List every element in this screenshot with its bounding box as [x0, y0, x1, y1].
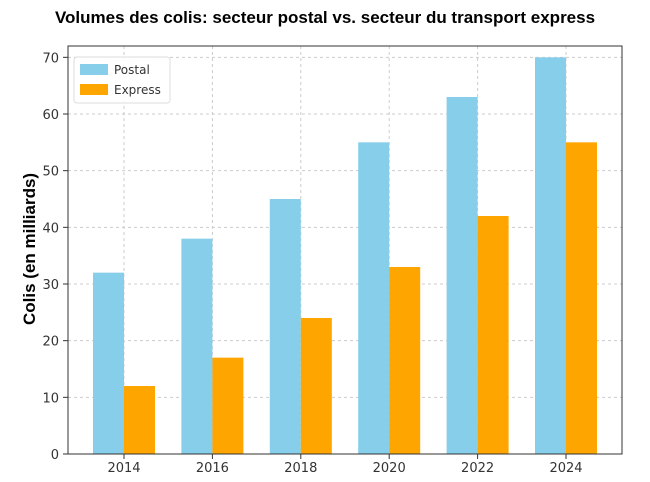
x-tick-label: 2020	[373, 461, 406, 476]
bar-express-2014	[124, 386, 155, 454]
bar-postal-2022	[446, 97, 478, 454]
bar-express-2020	[389, 267, 421, 454]
x-tick-label: 2022	[461, 461, 494, 476]
bar-express-2022	[477, 216, 509, 454]
bar-express-2016	[212, 357, 244, 454]
bar-postal-2020	[358, 142, 390, 455]
axes	[67, 45, 623, 455]
y-tick-label: 40	[42, 221, 59, 236]
chart-title: Volumes des colis: secteur postal vs. se…	[54, 8, 596, 27]
y-tick-label: 10	[42, 391, 59, 406]
legend-swatch-express	[80, 84, 108, 95]
legend-label-express: Express	[114, 83, 161, 97]
y-tick-label: 50	[42, 165, 59, 180]
legend: Postal Express	[73, 56, 171, 104]
legend-swatch-postal	[80, 64, 108, 75]
bar-postal-2016	[181, 238, 213, 454]
bar-postal-2018	[269, 199, 301, 454]
legend-label-postal: Postal	[114, 63, 150, 77]
bar-express-2018	[300, 318, 332, 454]
bar-express-2024	[566, 142, 597, 455]
bar-postal-2024	[535, 57, 566, 454]
x-tick-label: 2016	[196, 461, 229, 476]
y-tick-label: 70	[42, 51, 59, 66]
bar-postal-2014	[93, 272, 124, 454]
x-ticks: 2014 2016 2018 2020 2022 2024	[107, 454, 583, 476]
x-tick-label: 2018	[284, 461, 317, 476]
plot-frame	[67, 45, 623, 455]
y-tick-label: 0	[51, 448, 59, 463]
y-tick-label: 60	[42, 108, 59, 123]
y-tick-label: 20	[42, 335, 59, 350]
bars	[93, 57, 597, 455]
x-tick-label: 2014	[107, 461, 140, 476]
y-tick-label: 30	[42, 278, 59, 293]
y-ticks: 0 10 20 30 40 50 60 70	[42, 51, 68, 463]
x-tick-label: 2024	[549, 461, 582, 476]
